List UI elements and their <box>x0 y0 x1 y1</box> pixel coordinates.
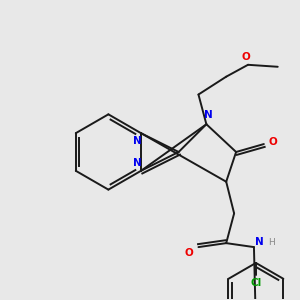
Text: N: N <box>254 237 263 247</box>
Text: Cl: Cl <box>250 278 262 288</box>
Text: N: N <box>133 158 141 168</box>
Text: H: H <box>268 238 275 247</box>
Text: N: N <box>204 110 213 120</box>
Text: O: O <box>184 248 193 258</box>
Text: N: N <box>133 136 141 146</box>
Text: O: O <box>242 52 250 62</box>
Text: O: O <box>268 137 277 147</box>
